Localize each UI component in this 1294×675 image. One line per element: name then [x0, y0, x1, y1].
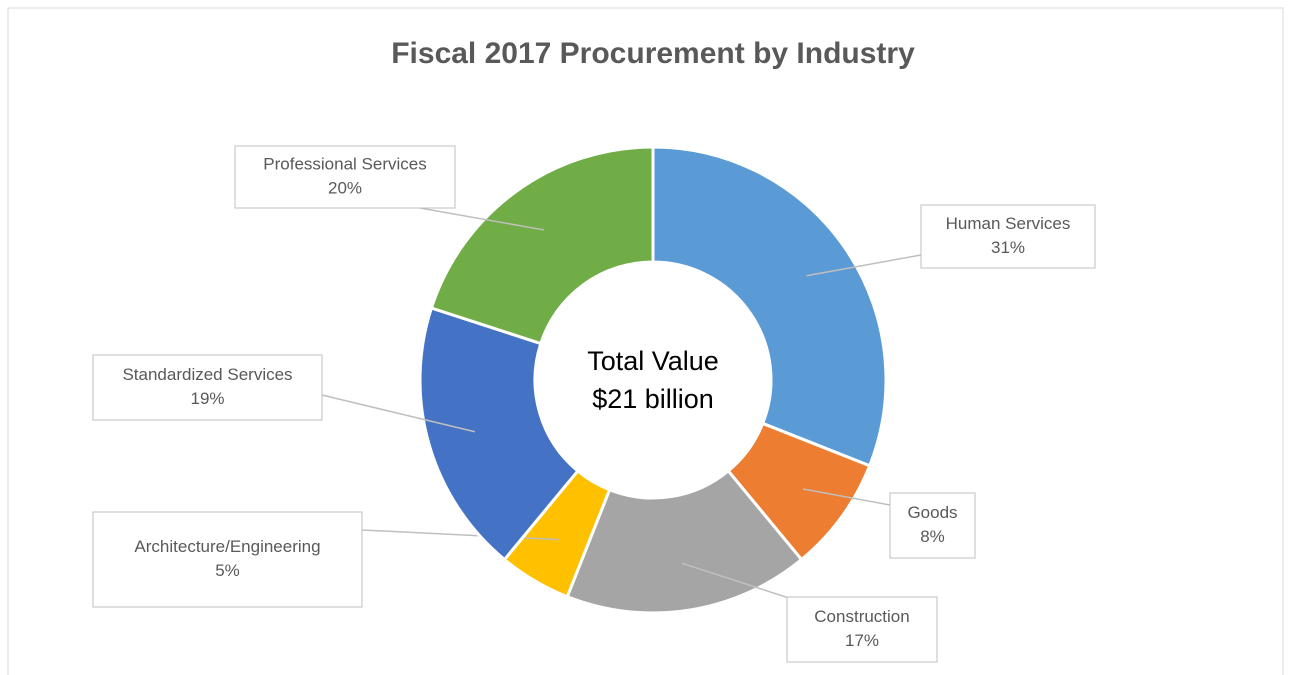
leader-line	[806, 254, 922, 277]
value-label: 20%	[328, 178, 362, 197]
label-box	[92, 511, 363, 608]
leader-line	[419, 207, 545, 231]
chart-title: Fiscal 2017 Procurement by Industry	[391, 37, 915, 70]
value-label: 31%	[991, 238, 1025, 257]
donut-wedge	[429, 145, 655, 346]
donut-wedge	[418, 306, 580, 562]
label-box	[234, 145, 456, 209]
center-text: Total Value	[587, 346, 719, 376]
label-box	[920, 204, 1096, 269]
label-box	[92, 354, 323, 421]
category-label: Goods	[907, 503, 957, 522]
leader-line	[681, 562, 796, 601]
category-label: Standardized Services	[122, 365, 292, 384]
donut-wedge	[651, 145, 888, 468]
category-label: Construction	[814, 607, 909, 626]
donut-wedge	[565, 468, 804, 615]
chart-frame	[7, 7, 1284, 675]
value-label: 8%	[920, 527, 945, 546]
label-box	[889, 492, 976, 559]
leader-line	[361, 529, 559, 541]
label-box	[786, 596, 938, 663]
category-label: Human Services	[946, 214, 1071, 233]
leader-line	[802, 488, 891, 506]
value-label: 17%	[845, 631, 879, 650]
category-label: Architecture/Engineering	[134, 537, 320, 556]
value-label: 5%	[215, 561, 240, 580]
leader-line	[321, 394, 476, 433]
category-label: Professional Services	[263, 154, 426, 173]
value-label: 19%	[190, 389, 224, 408]
center-text: $21 billion	[592, 384, 714, 414]
